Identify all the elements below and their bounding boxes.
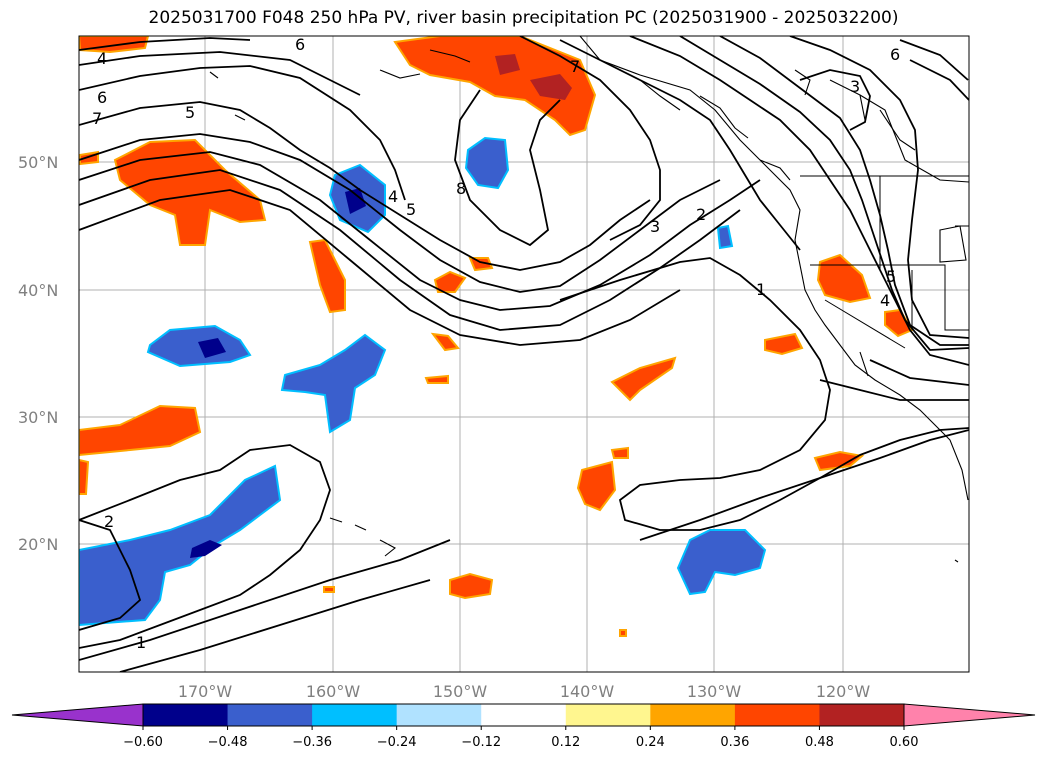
colorbar-segment — [396, 704, 482, 726]
colorbar-tick-label: −0.36 — [292, 735, 332, 750]
precip-blob-east-1 — [764, 332, 804, 356]
contour-label: 1 — [136, 633, 146, 652]
contour-labels: 4 6 7 5 6 3 6 7 4 5 8 3 2 1 5 4 2 1 — [92, 35, 900, 652]
contour-label: 6 — [295, 35, 305, 54]
colorbar-segment — [227, 704, 313, 726]
contour-label: 3 — [850, 77, 860, 96]
colorbar-tick-label: 0.36 — [720, 735, 749, 750]
precip-blob-west-30n — [79, 404, 202, 457]
colorbar-segment — [734, 704, 820, 726]
lon-label-150w: 150°W — [433, 682, 488, 701]
colorbar-tick-label: 0.60 — [890, 735, 919, 750]
lat-label-30n: 30°N — [18, 408, 58, 427]
lat-label-40n: 40°N — [18, 281, 58, 300]
colorbar-tick-label: −0.48 — [208, 735, 248, 750]
coastlines — [209, 36, 969, 563]
colorbar-segment — [650, 704, 736, 726]
precip-blob-tiny-1 — [323, 586, 335, 593]
precip-blob-socal — [884, 308, 914, 338]
colorbar-tick-label: 0.48 — [805, 735, 834, 750]
colorbar-tick-label: −0.12 — [461, 735, 501, 750]
precip-blob-california — [816, 253, 872, 304]
precip-blob-sub-1 — [610, 446, 629, 459]
contour-label: 2 — [104, 512, 114, 531]
contour-label: 5 — [185, 103, 195, 122]
precip-blob-small-3 — [430, 332, 460, 352]
contour-label: 2 — [696, 205, 706, 224]
map-title: 2025031700 F048 250 hPa PV, river basin … — [148, 8, 899, 28]
colorbar-extend-max — [903, 703, 1036, 727]
contour-label: 5 — [886, 267, 896, 286]
lat-label-50n: 50°N — [18, 153, 58, 172]
contour-label: 6 — [890, 45, 900, 64]
precip-blob-dark-core-2 — [495, 54, 520, 75]
precip-neg-160w-core — [345, 188, 366, 214]
contour-label: 8 — [456, 179, 466, 198]
contour-label: 7 — [92, 109, 102, 128]
negative-precip-areas — [79, 136, 767, 627]
precip-blob-left-edge — [79, 458, 90, 495]
colorbar-segment — [143, 704, 229, 726]
precip-blob-east-2 — [813, 450, 865, 472]
lon-label-130w: 130°W — [687, 682, 742, 701]
colorbar-segment — [565, 704, 651, 726]
colorbar-extend-min — [11, 703, 144, 727]
precip-blob-hawaii-north — [449, 572, 494, 600]
colorbar-tick-label: −0.60 — [123, 735, 163, 750]
lon-label-120w: 120°W — [816, 682, 871, 701]
precip-neg-southwest-core — [190, 540, 222, 558]
map-frame — [78, 35, 970, 673]
colorbar-frame — [142, 703, 905, 727]
lon-label-140w: 140°W — [560, 682, 615, 701]
latitude-labels: 50°N 40°N 30°N 20°N — [18, 153, 58, 554]
precip-blob-small-1 — [433, 270, 467, 293]
lon-label-170w: 170°W — [178, 682, 233, 701]
contour-label: 5 — [406, 200, 416, 219]
colorbar-segment — [481, 704, 567, 726]
precip-blob-small-2 — [468, 257, 494, 272]
pv-contours — [79, 36, 969, 672]
colorbar-tick-label: 0.24 — [636, 735, 665, 750]
contour-label: 1 — [756, 280, 766, 299]
precip-neg-170w — [146, 324, 252, 368]
precip-blob-tiny-2 — [619, 629, 627, 637]
precip-neg-southwest — [79, 464, 282, 627]
contour-label: 7 — [570, 57, 580, 76]
precip-blob-small-4 — [424, 374, 449, 384]
contour-label: 6 — [97, 88, 107, 107]
precip-blob-mid-pacific — [610, 356, 677, 402]
lat-label-20n: 20°N — [18, 535, 58, 554]
lon-label-160w: 160°W — [306, 682, 361, 701]
colorbar-segment — [312, 704, 398, 726]
precip-neg-gulf — [464, 136, 510, 190]
precip-blob-sub-2 — [576, 460, 617, 512]
contour-label: 3 — [650, 217, 660, 236]
colorbar-tick-label: 0.12 — [551, 735, 580, 750]
contour-label: 4 — [97, 49, 107, 68]
contour-label: 4 — [388, 187, 398, 206]
precip-neg-130w — [676, 529, 767, 596]
precip-blob-nw-pacific — [113, 138, 267, 246]
precip-neg-155w — [280, 333, 387, 434]
precip-blob-topleft — [79, 36, 150, 54]
precip-neg-small-gulf — [716, 224, 734, 250]
colorbar-segment — [819, 704, 905, 726]
longitude-labels: 170°W 160°W 150°W 140°W 130°W 120°W — [178, 682, 871, 701]
colorbar: −0.60 −0.48 −0.36 −0.24 −0.12 0.12 0.24 0.36 0.4… — [11, 703, 1036, 750]
precip-blob-dark-core — [530, 74, 572, 100]
colorbar-tick-label: −0.24 — [377, 735, 417, 750]
contour-label: 4 — [880, 291, 890, 310]
precip-neg-170w-core — [198, 338, 226, 358]
